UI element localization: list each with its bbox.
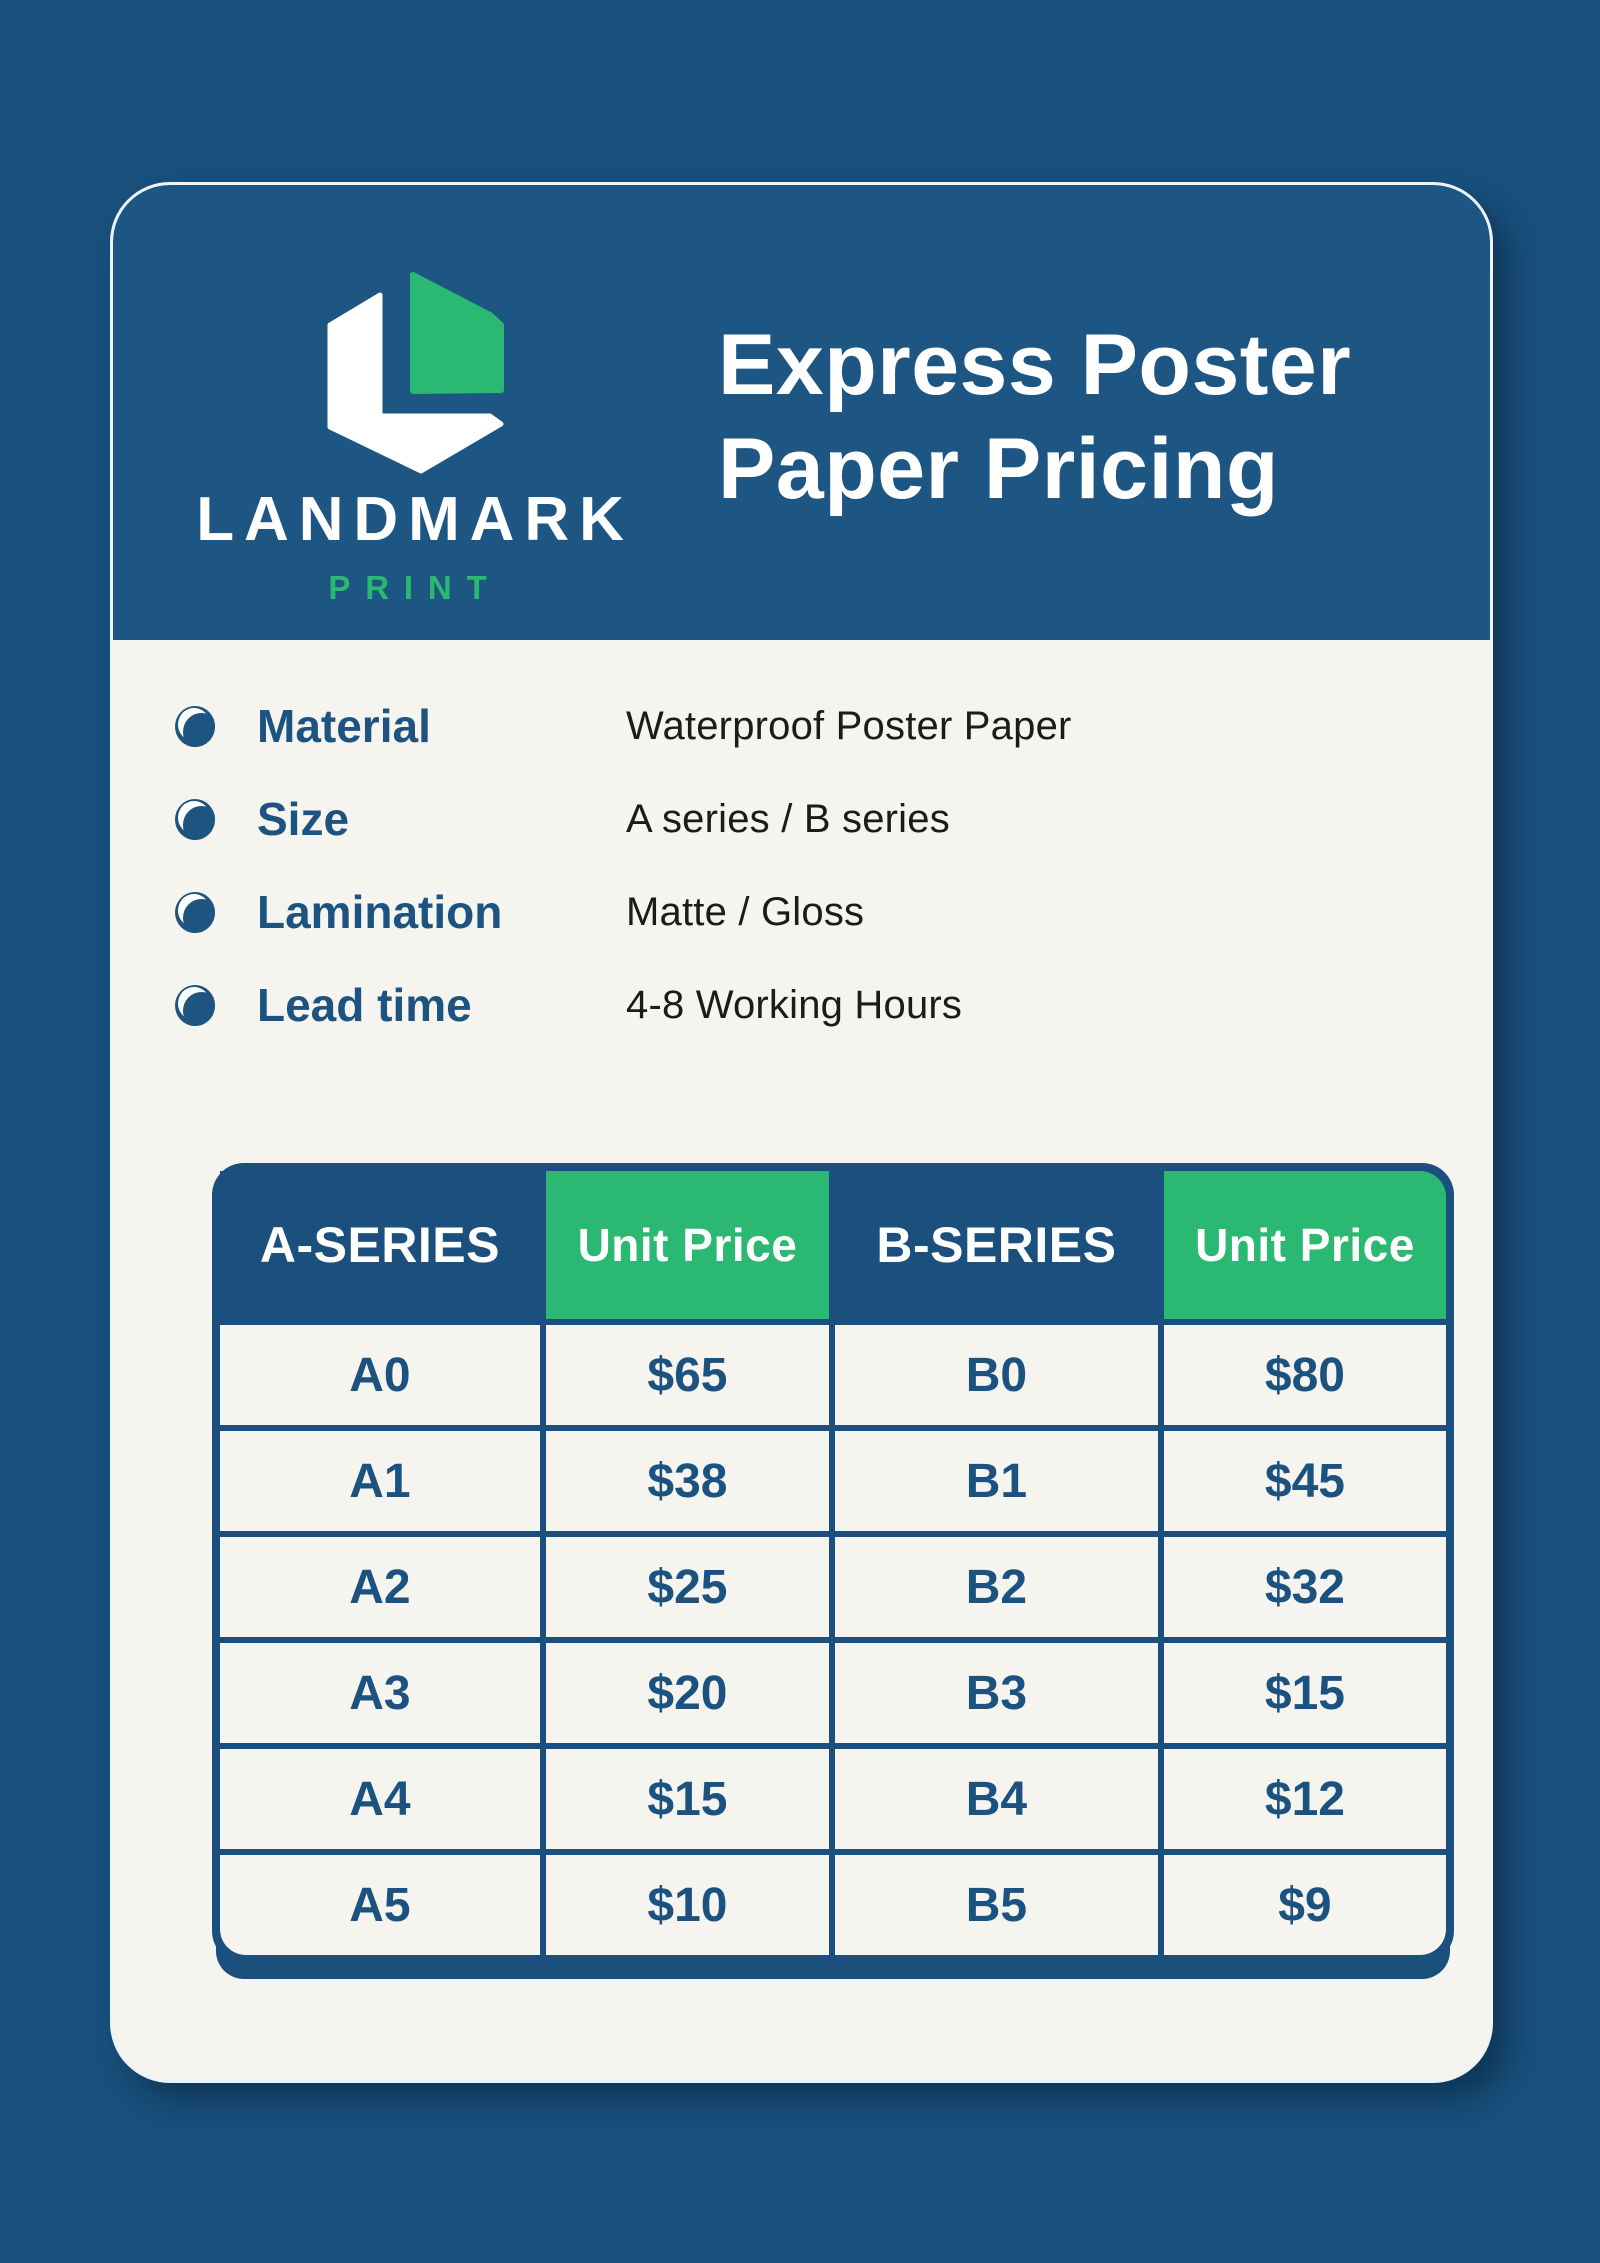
table-cell-size: A5 (219, 1855, 541, 1955)
spec-row-lamination: Lamination Matte / Gloss (175, 884, 1490, 940)
column-header-b-series: B-SERIES (834, 1171, 1159, 1319)
spec-value: 4-8 Working Hours (626, 982, 963, 1027)
pricing-card: LANDMARK PRINT Express Poster Paper Pric… (110, 182, 1493, 2083)
spec-row-size: Size A series / B series (175, 791, 1490, 847)
poster-title: Express Poster Paper Pricing (718, 313, 1351, 521)
spec-label: Lead time (257, 979, 472, 1031)
brand-subtitle: PRINT (328, 569, 502, 606)
table-cell-size: A0 (219, 1325, 541, 1425)
table-cell-size: B3 (834, 1643, 1159, 1743)
table-cell-price: $45 (1164, 1431, 1446, 1531)
table-cell-size: A3 (219, 1643, 541, 1743)
poster-title-line1: Express Poster (718, 317, 1352, 413)
spec-row-lead-time: Lead time 4-8 Working Hours (175, 977, 1490, 1033)
spec-value: A series / B series (626, 796, 950, 841)
table-cell-size: A2 (219, 1537, 541, 1637)
card-body: Material Waterproof Poster Paper Size A … (113, 640, 1490, 1963)
table-cell-price: $15 (546, 1749, 829, 1849)
table-cell-size: B0 (834, 1325, 1159, 1425)
column-header-a-series: A-SERIES (219, 1171, 541, 1319)
column-header-unit-price-b: Unit Price (1164, 1171, 1446, 1319)
brand-block: LANDMARK PRINT (185, 233, 645, 607)
table-cell-size: B4 (834, 1749, 1159, 1849)
bullet-icon (175, 891, 215, 933)
table-cell-price: $80 (1164, 1325, 1446, 1425)
spec-row-material: Material Waterproof Poster Paper (175, 698, 1490, 754)
table-cell-size: B2 (834, 1537, 1159, 1637)
table-cell-size: A1 (219, 1431, 541, 1531)
table-cell-price: $10 (546, 1855, 829, 1955)
table-cell-size: B1 (834, 1431, 1159, 1531)
bullet-icon (175, 798, 215, 840)
table-cell-price: $32 (1164, 1537, 1446, 1637)
table-cell-price: $25 (546, 1537, 829, 1637)
card-header: LANDMARK PRINT Express Poster Paper Pric… (113, 185, 1490, 640)
spec-label: Size (257, 793, 350, 845)
table-cell-price: $38 (546, 1431, 829, 1531)
table-cell-price: $12 (1164, 1749, 1446, 1849)
poster-title-line2: Paper Pricing (718, 421, 1279, 518)
pricing-table: A-SERIES Unit Price B-SERIES Unit Price … (211, 1163, 1454, 1963)
landmark-logo-icon (327, 272, 504, 474)
table-cell-size: B5 (834, 1855, 1159, 1955)
spec-value: Waterproof Poster Paper (626, 703, 1072, 748)
spec-label: Material (257, 700, 431, 752)
spec-label: Lamination (257, 886, 503, 938)
spec-list: Material Waterproof Poster Paper Size A … (175, 698, 1490, 1033)
bullet-icon (175, 984, 215, 1026)
table-cell-price: $15 (1164, 1643, 1446, 1743)
column-header-unit-price-a: Unit Price (546, 1171, 829, 1319)
spec-value: Matte / Gloss (626, 889, 865, 934)
table-cell-price: $20 (546, 1643, 829, 1743)
table-cell-price: $9 (1164, 1855, 1446, 1955)
table-cell-price: $65 (546, 1325, 829, 1425)
brand-name: LANDMARK (196, 485, 634, 554)
bullet-icon (175, 705, 215, 747)
table-cell-size: A4 (219, 1749, 541, 1849)
